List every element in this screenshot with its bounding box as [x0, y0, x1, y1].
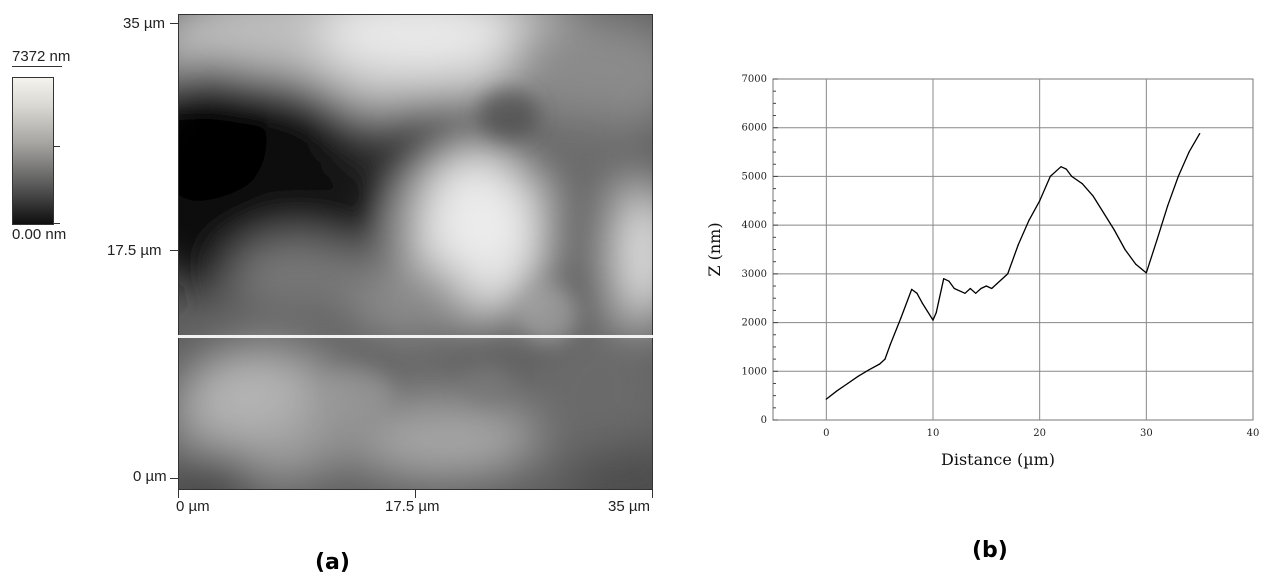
profile-point: [884, 358, 886, 360]
profile-point: [1167, 205, 1169, 207]
panel-a-label: (a): [315, 550, 350, 575]
profile-line: [178, 335, 653, 338]
profile-point: [1007, 273, 1009, 275]
profile-point: [1199, 133, 1201, 135]
profile-point: [1071, 175, 1073, 177]
y-tick-label: 5000: [742, 171, 767, 182]
colorbar-max-label: 7372 nm: [12, 48, 71, 65]
y-tick-label: 6000: [742, 123, 767, 134]
afm-panel: 7372 nm 0.00 nm 35 µm 17.5 µm 0 µm: [12, 14, 653, 575]
colorbar-min-label: 0.00 nm: [12, 226, 67, 243]
y-axis-title: Z (nm): [705, 222, 724, 276]
colorbar: [12, 77, 54, 225]
x-tick-label: 10: [927, 428, 940, 439]
profile-point: [1065, 168, 1067, 170]
profile-point: [985, 285, 987, 287]
profile-point: [847, 382, 849, 385]
y-tick-label: 0: [761, 415, 767, 426]
x-tick-label: 30: [1140, 428, 1153, 439]
profile-point: [1135, 263, 1137, 265]
plot-area: [772, 78, 1254, 421]
afm-x-tick-right: 35 µm: [608, 498, 650, 515]
y-tick-label: 4000: [742, 220, 767, 231]
profile-point: [836, 390, 838, 392]
profile-point: [1049, 175, 1051, 177]
afm-x-tick-mid: 17.5 µm: [385, 498, 440, 515]
profile-point: [1060, 166, 1062, 168]
colorbar-bottom-tick: [54, 223, 60, 224]
profile-point: [943, 278, 945, 280]
profile-point: [969, 287, 971, 290]
profile-point: [879, 363, 881, 365]
profile-point: [1017, 244, 1019, 246]
profile-point: [857, 375, 859, 377]
panel-b-label: (b): [972, 538, 1008, 563]
profile-point: [889, 343, 891, 346]
y-tick-label: 2000: [742, 318, 767, 329]
x-tick-label: 0: [823, 428, 829, 439]
profile-point: [1156, 239, 1158, 241]
afm-x-tick-mark-left: [178, 490, 179, 498]
profile-point: [935, 312, 937, 314]
x-tick-label: 40: [1247, 428, 1260, 439]
afm-x-tick-left: 0 µm: [176, 498, 210, 515]
profile-point: [825, 398, 827, 400]
profile-point: [953, 287, 955, 290]
profile-point: [1188, 151, 1190, 153]
profile-point: [975, 292, 977, 294]
profile-point: [900, 317, 902, 319]
height-profile-chart: 0 1000 2000 3000 4000 5000 6000 7000 0 10 20 30 40 Di…: [705, 74, 1260, 469]
profile-point: [964, 292, 966, 294]
profile-point: [1028, 219, 1030, 221]
x-axis-title: Distance (µm): [941, 450, 1055, 469]
profile-point: [1124, 248, 1126, 251]
profile-point: [932, 319, 934, 321]
afm-topography-image: [178, 14, 653, 490]
profile-point: [916, 292, 918, 294]
colorbar-mid-tick: [54, 146, 60, 147]
profile-point: [1103, 212, 1105, 214]
y-tick-label: 1000: [742, 366, 767, 377]
afm-y-tick-mark-mid: [170, 250, 178, 251]
profile-point: [911, 288, 913, 290]
afm-y-tick-mark-bottom: [170, 478, 178, 479]
x-tick-label: 20: [1033, 428, 1046, 439]
y-tick-label: 7000: [742, 74, 767, 85]
y-tick-label: 3000: [742, 269, 767, 280]
profile-point: [1177, 175, 1179, 177]
afm-x-tick-mark-mid: [415, 490, 416, 498]
profile-series-line: [825, 133, 1201, 400]
profile-point: [991, 287, 993, 290]
profile-point: [948, 280, 950, 282]
profile-point: [1039, 200, 1041, 202]
afm-y-tick-top: 35 µm: [123, 15, 165, 32]
profile-point: [921, 302, 923, 304]
profile-point: [1081, 183, 1083, 185]
profile-point: [996, 283, 998, 285]
profile-point: [1092, 195, 1094, 197]
afm-y-tick-mid: 17.5 µm: [107, 242, 162, 259]
profile-point: [1145, 272, 1147, 274]
afm-y-tick-bottom: 0 µm: [133, 468, 167, 485]
profile-point: [868, 369, 870, 371]
colorbar-max-underline: [12, 66, 62, 67]
profile-point: [980, 287, 982, 290]
afm-y-tick-mark-top: [170, 23, 178, 24]
profile-point: [1113, 229, 1115, 231]
afm-x-tick-mark-right: [652, 490, 653, 498]
